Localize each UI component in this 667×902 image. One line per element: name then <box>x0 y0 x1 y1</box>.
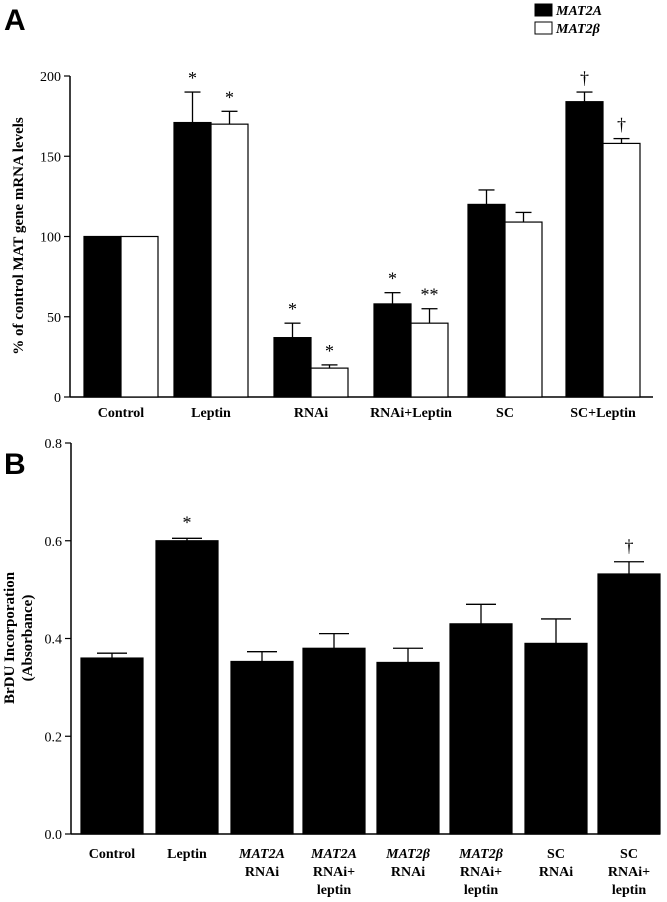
panel-a-bar <box>373 303 412 398</box>
panel-b-category-label: MAT2β <box>458 847 504 862</box>
panel-a-bar <box>120 235 159 398</box>
panel-b-category-label: RNAi <box>391 865 425 880</box>
panel-a-bar <box>173 121 212 398</box>
panel-b-y-axis-label-line2: (Absorbance) <box>20 595 36 682</box>
panel-a-category-label: Control <box>98 406 145 421</box>
panel-a-significance-mark: * <box>388 269 397 289</box>
panel-b-category-label: MAT2A <box>310 847 357 862</box>
panel-a-axes: 0 50 100 150 200 Control Leptin RNAi RNAi+Leptin… <box>40 70 653 421</box>
legend-label-mat2a: MAT2A <box>555 4 602 19</box>
panel-b-category-label: SC <box>620 847 638 862</box>
panel-a-category-label: SC+Leptin <box>570 406 636 421</box>
panel-a-y-tick-label: 0 <box>54 391 61 406</box>
panel-b-significance-mark: * <box>183 512 192 532</box>
panel-a-significance-mark: † <box>617 115 626 135</box>
panel-a-category-label: RNAi <box>294 406 328 421</box>
panel-a-significance-mark: * <box>288 299 297 319</box>
panel-b-y-tick-label: 0.6 <box>45 535 63 550</box>
panel-b-category-label: RNAi+ <box>608 865 650 880</box>
panel-b-y-tick-label: 0.0 <box>45 828 63 843</box>
panel-a-bar <box>410 322 449 398</box>
panel-b-category-label: leptin <box>464 883 498 898</box>
panel-a-significance-mark: * <box>188 68 197 88</box>
panel-a-significance-mark: † <box>580 68 589 88</box>
legend-swatch-mat2b <box>534 21 553 35</box>
panel-b-category-label: leptin <box>317 883 351 898</box>
panel-a-bars: ***†****† <box>83 68 641 398</box>
panel-a-significance-mark: ** <box>421 285 439 305</box>
panel-a-y-axis-label: % of control MAT gene mRNA levels <box>11 117 27 355</box>
panel-a-y-tick-label: 200 <box>40 70 61 85</box>
panel-b: B BrDU Incorporation (Absorbance) 0.0 0.2… <box>2 437 661 898</box>
panel-b-category-label: MAT2A <box>238 847 285 862</box>
panel-b-category-label: RNAi <box>539 865 573 880</box>
panel-b-category-label: Control <box>89 847 136 862</box>
panel-b-y-axis-label-line1: BrDU Incorporation <box>2 571 18 704</box>
panel-a-bar <box>565 101 604 398</box>
panel-b-significance-mark: † <box>625 536 634 556</box>
panel-a-bar <box>310 367 349 398</box>
panel-b-letter: B <box>4 448 26 481</box>
panel-a-legend: MAT2A MAT2β <box>534 3 602 37</box>
panel-b-y-tick-label: 0.8 <box>45 437 63 452</box>
panel-b-y-tick-label: 0.2 <box>45 730 63 745</box>
panel-b-category-label: RNAi+ <box>313 865 355 880</box>
panel-a-letter: A <box>4 4 26 37</box>
panel-a-bar <box>210 123 249 398</box>
panel-a: A % of control MAT gene mRNA levels MAT2… <box>4 3 653 421</box>
panel-b-category-label: SC <box>547 847 565 862</box>
panel-b-bar <box>449 623 513 835</box>
panel-a-bar <box>504 221 543 398</box>
legend-swatch-mat2a <box>534 3 553 17</box>
panel-b-category-label: leptin <box>612 883 646 898</box>
panel-b-bar <box>230 660 294 835</box>
panel-a-bar <box>602 142 641 398</box>
panel-b-bar <box>597 573 661 835</box>
panel-a-y-tick-label: 100 <box>40 231 61 246</box>
panel-b-category-label: RNAi <box>245 865 279 880</box>
panel-b-category-label: Leptin <box>167 847 207 862</box>
panel-a-bar <box>83 235 122 398</box>
legend-label-mat2b: MAT2β <box>555 22 601 37</box>
panel-b-bar <box>302 647 366 835</box>
panel-a-category-label: Leptin <box>191 406 231 421</box>
panel-b-bar <box>155 540 219 835</box>
panel-a-category-label: RNAi+Leptin <box>370 406 452 421</box>
panel-a-bar <box>467 203 506 398</box>
panel-b-bars: *† <box>80 512 661 835</box>
panel-a-significance-mark: * <box>225 87 234 107</box>
panel-a-significance-mark: * <box>325 341 334 361</box>
panel-a-y-tick-label: 150 <box>40 150 61 165</box>
panel-b-category-label: RNAi+ <box>460 865 502 880</box>
panel-b-bar <box>80 657 144 835</box>
panel-b-y-tick-label: 0.4 <box>45 633 63 648</box>
panel-b-bar <box>376 661 440 835</box>
panel-a-category-label: SC <box>496 406 514 421</box>
panel-a-y-tick-label: 50 <box>47 311 61 326</box>
panel-b-category-label: MAT2β <box>385 847 431 862</box>
panel-a-bar <box>273 337 312 398</box>
panel-b-bar <box>524 642 588 835</box>
